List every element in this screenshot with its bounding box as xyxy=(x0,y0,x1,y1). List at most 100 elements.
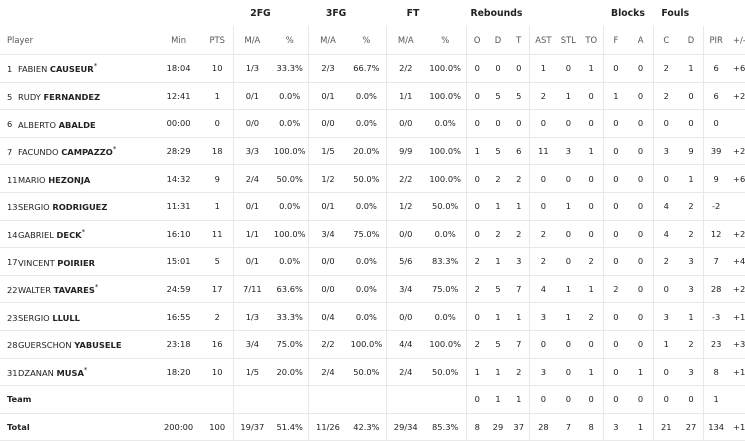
player-first-name: FABIEN xyxy=(18,64,48,75)
stat-stl: 0 xyxy=(556,164,580,193)
stat-foul-d: 9 xyxy=(678,137,704,166)
stat-blk-a: 0 xyxy=(628,54,654,83)
stat-reb-t: 6 xyxy=(508,137,530,166)
player-cell: 7 FACUNDO CAMPAZZO* xyxy=(0,137,156,166)
stat-to: 0 xyxy=(579,164,603,193)
stat-ft-pct: 100.0% xyxy=(424,82,467,111)
stat-reb-o: 1 xyxy=(465,358,488,387)
stat-fg3-pct: 50.0% xyxy=(346,164,387,193)
team-stl: 0 xyxy=(556,385,580,414)
stat-foul-c: 2 xyxy=(652,82,679,111)
stat-pir: 8 xyxy=(703,358,728,387)
team-blk-f: 0 xyxy=(602,385,629,414)
stat-pts: 1 xyxy=(201,82,234,111)
player-row: 14GABRIEL DECK* 16:10 11 1/1 100.0% 3/4 75.0% 0… xyxy=(0,220,745,249)
stat-reb-o: 1 xyxy=(465,137,488,166)
header-ft-ma: M/A xyxy=(386,26,425,55)
player-first-name: FACUNDO xyxy=(18,146,59,157)
stat-to: 0 xyxy=(579,220,603,249)
stat-reb-d: 2 xyxy=(487,220,509,249)
stat-fg3-pct: 0.0% xyxy=(346,109,387,138)
player-first-name: RUDY xyxy=(18,91,41,102)
stat-reb-o: 2 xyxy=(465,275,488,304)
stat-fg2-pct: 50.0% xyxy=(271,164,309,193)
player-last-name: DECK xyxy=(56,229,82,240)
stat-ft-ma: 2/2 xyxy=(386,54,425,83)
stat-fg3-ma: 2/2 xyxy=(308,330,347,359)
stat-pir: -3 xyxy=(703,302,728,331)
stat-reb-d: 5 xyxy=(487,137,509,166)
total-min: 200:00 xyxy=(155,413,202,441)
player-cell: 31DZANAN MUSA* xyxy=(0,358,156,387)
stat-fg3-ma: 2/4 xyxy=(308,358,347,387)
player-cell: 22WALTER TAVARES* xyxy=(0,275,156,304)
stat-to: 0 xyxy=(579,109,603,138)
total-ft-ma: 29/34 xyxy=(386,413,425,441)
total-plus-minus: +130 xyxy=(728,413,745,441)
player-cell: 23SERGIO LLULL xyxy=(0,302,156,331)
stat-reb-t: 0 xyxy=(508,109,530,138)
stat-foul-c: 3 xyxy=(652,137,679,166)
stat-fg3-ma: 3/4 xyxy=(308,220,347,249)
starter-mark: * xyxy=(93,62,98,71)
stat-reb-d: 2 xyxy=(487,164,509,193)
player-number: 14 xyxy=(7,229,18,240)
stat-foul-d: 2 xyxy=(678,220,704,249)
stat-blk-a: 0 xyxy=(628,220,654,249)
stat-stl: 0 xyxy=(556,220,580,249)
stat-pir: 7 xyxy=(703,247,728,276)
stat-pm xyxy=(728,192,745,221)
stat-reb-o: 0 xyxy=(465,302,488,331)
total-reb-t: 37 xyxy=(508,413,530,441)
stat-ft-ma: 1/1 xyxy=(386,82,425,111)
starter-mark: * xyxy=(83,365,88,374)
stat-fg3-ma: 1/5 xyxy=(308,137,347,166)
stat-min: 28:29 xyxy=(155,137,202,166)
stat-fg3-ma: 0/0 xyxy=(308,275,347,304)
stat-foul-c: 1 xyxy=(652,330,679,359)
team-min xyxy=(155,385,202,414)
stat-min: 24:59 xyxy=(155,275,202,304)
team-ft-ma xyxy=(386,385,425,414)
stat-reb-d: 0 xyxy=(487,109,509,138)
player-first-name: WALTER xyxy=(18,284,51,295)
player-row: 23SERGIO LLULL 16:55 2 1/3 33.3% 0/4 0.0% 0/0 0.… xyxy=(0,302,745,331)
group-fouls: Fouls xyxy=(661,7,690,19)
total-blk-f: 3 xyxy=(602,413,629,441)
stat-foul-d: 2 xyxy=(678,192,704,221)
stat-pts: 10 xyxy=(201,358,234,387)
stat-pir: 6 xyxy=(703,54,728,83)
stat-ft-pct: 100.0% xyxy=(424,137,467,166)
stat-fg2-pct: 33.3% xyxy=(271,302,309,331)
total-label: Total xyxy=(0,413,156,441)
stat-fg3-pct: 0.0% xyxy=(346,192,387,221)
stat-reb-o: 0 xyxy=(465,192,488,221)
stat-reb-d: 1 xyxy=(487,192,509,221)
stat-fg2-ma: 2/4 xyxy=(232,164,272,193)
stat-pts: 9 xyxy=(201,164,234,193)
stat-reb-d: 5 xyxy=(487,275,509,304)
group-2fg: 2FG xyxy=(250,7,271,19)
player-last-name: MUSA xyxy=(56,367,84,378)
stat-blk-a: 0 xyxy=(628,164,654,193)
stat-pir: 0 xyxy=(703,109,728,138)
stat-reb-d: 5 xyxy=(487,330,509,359)
stat-fg2-pct: 75.0% xyxy=(271,330,309,359)
player-cell: 17VINCENT POIRIER xyxy=(0,247,156,276)
player-row: 11MARIO HEZONJA 14:32 9 2/4 50.0% 1/2 50.0% 2/2… xyxy=(0,164,745,193)
stat-fg3-ma: 1/2 xyxy=(308,164,347,193)
stat-reb-o: 0 xyxy=(465,54,488,83)
total-3fg-ma: 11/26 xyxy=(308,413,347,441)
stat-stl: 1 xyxy=(556,82,580,111)
stat-foul-d: 2 xyxy=(678,330,704,359)
stat-fg3-pct: 50.0% xyxy=(346,358,387,387)
stat-reb-o: 0 xyxy=(465,109,488,138)
stat-stl: 1 xyxy=(556,302,580,331)
stat-fg2-ma: 3/4 xyxy=(232,330,272,359)
stat-to: 2 xyxy=(579,302,603,331)
player-last-name: LLULL xyxy=(52,312,80,323)
header-to: TO xyxy=(579,26,603,55)
stat-ft-pct: 0.0% xyxy=(424,220,467,249)
stat-pts: 17 xyxy=(201,275,234,304)
stat-reb-o: 2 xyxy=(465,247,488,276)
